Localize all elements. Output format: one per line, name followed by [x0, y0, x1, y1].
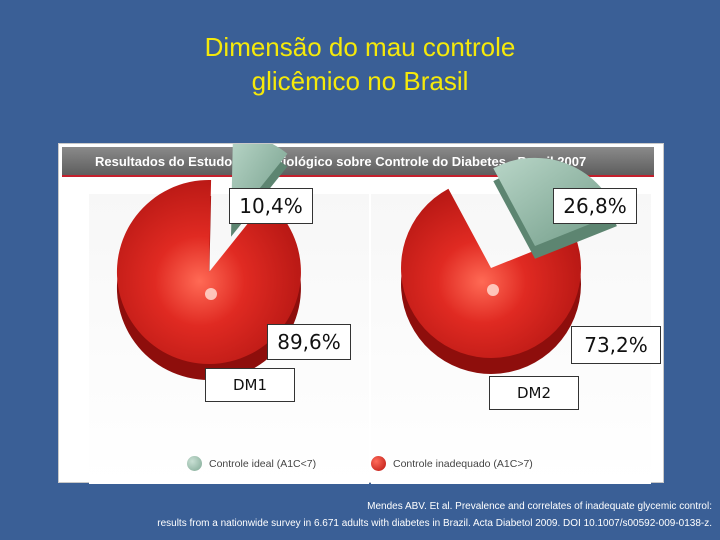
group-label-dm2: DM2	[489, 376, 579, 410]
slide-title-line2: glicêmico no Brasil	[251, 66, 469, 96]
data-label-dm1-inadequado: 89,6%	[267, 324, 351, 360]
slide-title: Dimensão do mau controle glicêmico no Br…	[0, 30, 720, 98]
slide-title-line1: Dimensão do mau controle	[204, 32, 516, 62]
legend-inadequado-label: Controle inadequado (A1C>7)	[393, 458, 533, 470]
citation-line1: Mendes ABV. Et al. Prevalence and correl…	[367, 501, 712, 512]
pie-dm1	[116, 144, 301, 380]
legend-ideal-swatch	[187, 456, 202, 471]
data-label-dm2-ideal: 26,8%	[553, 188, 637, 224]
pie-dm2-slice-inadequado	[401, 188, 582, 358]
citation-line2: results from a nationwide survey in 6.67…	[157, 518, 712, 529]
pie-dm2-highlight	[487, 284, 499, 296]
legend-ideal-label: Controle ideal (A1C<7)	[209, 458, 317, 470]
legend-inadequado-swatch	[371, 456, 386, 471]
data-label-dm1-ideal: 10,4%	[229, 188, 313, 224]
group-label-dm1: DM1	[205, 368, 295, 402]
pie-dm1-highlight	[205, 288, 217, 300]
data-label-dm2-inadequado: 73,2%	[571, 326, 661, 364]
chart-panel: Resultados do Estudo Epidemiológico sobr…	[58, 143, 664, 484]
pie-dm1-slice-inadequado	[116, 179, 301, 364]
